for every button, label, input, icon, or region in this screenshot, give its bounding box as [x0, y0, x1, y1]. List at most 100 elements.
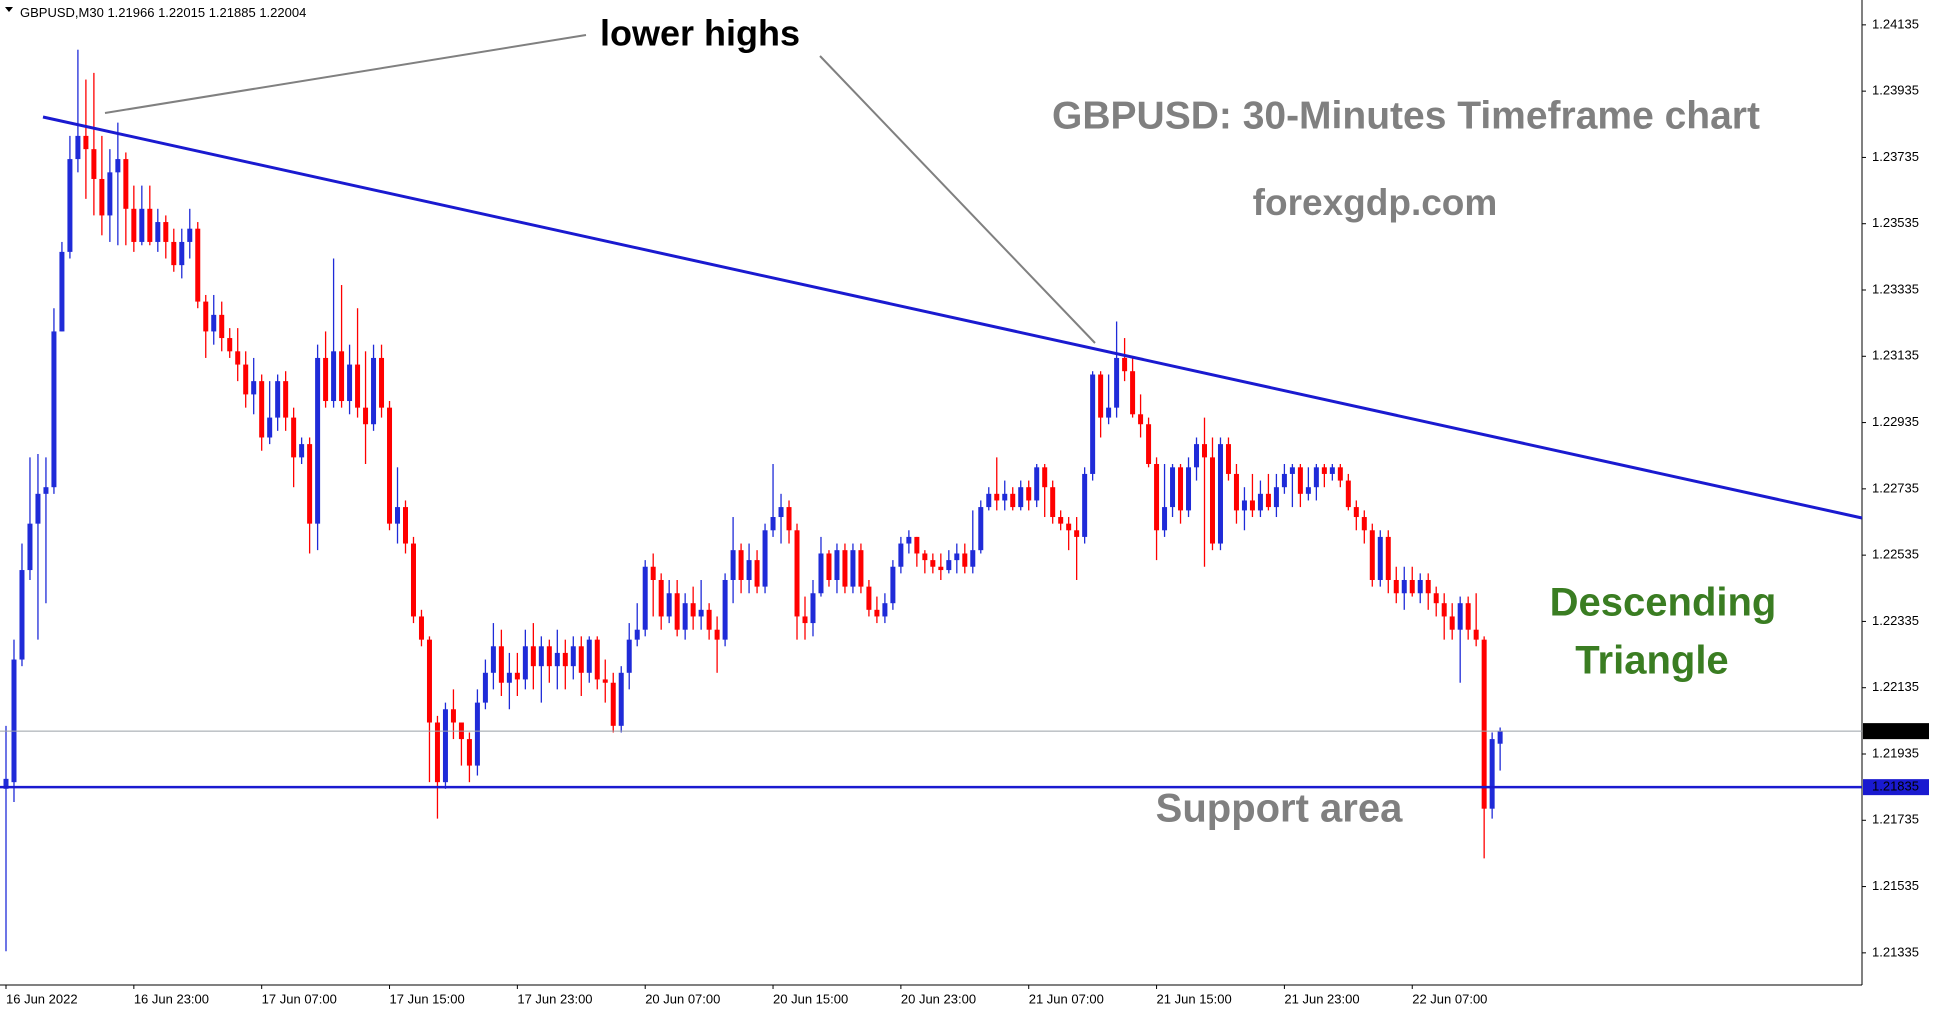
candle-body	[67, 159, 73, 252]
x-tick-label: 16 Jun 23:00	[134, 991, 209, 1006]
y-tick-label: 1.22735	[1872, 480, 1919, 495]
y-tick-label: 1.22135	[1872, 679, 1919, 694]
candle-body	[1130, 371, 1136, 415]
candle-body	[1345, 480, 1351, 508]
header: GBPUSD,M30 1.21966 1.22015 1.21885 1.220…	[20, 5, 306, 20]
candle-body	[1170, 467, 1176, 508]
candle-body	[19, 570, 25, 660]
candle-body	[626, 639, 632, 673]
candle-body	[283, 381, 289, 418]
candle-body	[1034, 467, 1040, 501]
candle-body	[650, 566, 656, 580]
low: 1.21885	[209, 5, 256, 20]
candle-body	[474, 702, 480, 766]
candle-body	[930, 560, 936, 567]
candle-body	[554, 652, 560, 667]
candle-body	[1337, 467, 1343, 481]
candle-body	[347, 364, 353, 402]
candle-body	[482, 672, 488, 703]
candle-body	[1457, 603, 1463, 630]
candle-body	[794, 530, 800, 617]
candle-body	[1225, 444, 1231, 474]
candle-body	[594, 639, 600, 680]
candle-body	[586, 639, 592, 673]
chart-subtitle: forexgdp.com	[1253, 182, 1498, 223]
candle-body	[970, 550, 976, 567]
candle-body	[1409, 579, 1415, 594]
y-tick-label: 1.21935	[1872, 745, 1919, 760]
candle-body	[1401, 579, 1407, 594]
candle-body	[387, 407, 393, 524]
candle-body	[1241, 500, 1247, 511]
candle-body	[834, 550, 840, 580]
candle-body	[450, 709, 456, 723]
candle-body	[826, 553, 832, 580]
x-tick-label: 17 Jun 23:00	[517, 991, 592, 1006]
y-tick-label: 1.23335	[1872, 281, 1919, 296]
y-tick-label: 1.23735	[1872, 149, 1919, 164]
candle-body	[1050, 487, 1056, 518]
candle-body	[1361, 517, 1367, 531]
candle-body	[906, 536, 912, 544]
x-tick-label: 21 Jun 15:00	[1157, 991, 1232, 1006]
candle-body	[291, 417, 297, 458]
pointer-line	[819, 55, 1096, 344]
open: 1.21966	[107, 5, 154, 20]
candle-body	[938, 566, 944, 571]
candle-body	[890, 566, 896, 604]
candle-body	[1273, 487, 1279, 508]
candle-body	[706, 609, 712, 630]
candle-body	[546, 646, 552, 667]
x-tick-label: 17 Jun 07:00	[262, 991, 337, 1006]
candle-body	[1114, 357, 1120, 408]
candle-body	[1026, 487, 1032, 501]
candle-body	[1305, 487, 1311, 494]
candle-body	[1209, 457, 1215, 544]
annotation: Descending	[1550, 581, 1777, 625]
candle-body	[315, 357, 321, 524]
candle-body	[570, 646, 576, 667]
pointer-line	[104, 34, 587, 114]
candle-body	[994, 493, 1000, 501]
y-tick-label: 1.22935	[1872, 414, 1919, 429]
trend-line	[42, 115, 1863, 520]
candle-body	[267, 417, 273, 438]
candle-body	[1313, 467, 1319, 488]
candle-body	[59, 251, 65, 332]
candle-body	[442, 709, 448, 783]
candle-body	[1481, 639, 1487, 809]
candle-body	[698, 609, 704, 617]
candle-body	[211, 314, 217, 332]
candle-body	[1385, 536, 1391, 580]
candle-body	[123, 159, 129, 209]
candle-body	[738, 550, 744, 580]
candle-body	[195, 228, 201, 302]
candle-body	[107, 172, 113, 216]
candle-body	[882, 603, 888, 617]
candle-body	[1066, 523, 1072, 531]
candle-body	[91, 149, 97, 179]
candle-body	[307, 444, 313, 524]
candle-body	[355, 364, 361, 408]
candle-body	[1217, 444, 1223, 544]
y-tick-label: 1.24135	[1872, 16, 1919, 31]
y-tick-label: 1.21535	[1872, 878, 1919, 893]
candle-body	[682, 603, 688, 630]
candle-body	[243, 364, 249, 395]
x-tick-label: 21 Jun 07:00	[1029, 991, 1104, 1006]
candle-body	[1353, 507, 1359, 518]
y-tick-label: 1.23135	[1872, 348, 1919, 363]
candle-body	[1377, 536, 1383, 580]
candle-body	[858, 550, 864, 587]
candle-body	[27, 523, 33, 571]
candle-body	[866, 586, 872, 610]
candle-body	[1082, 473, 1088, 537]
candle-body	[674, 593, 680, 630]
candle-body	[426, 639, 432, 723]
annotation: lower highs	[600, 13, 800, 54]
candle-body	[898, 543, 904, 567]
candle-body	[978, 507, 984, 551]
candle-body	[1146, 424, 1152, 464]
candle-body	[610, 682, 616, 726]
candle-body	[1098, 374, 1104, 418]
